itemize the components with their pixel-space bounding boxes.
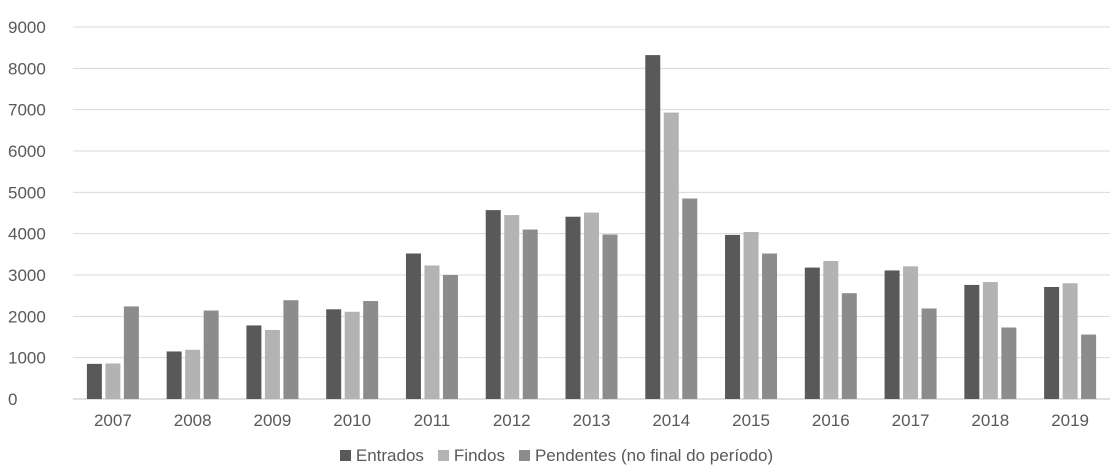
bar-entrados-2015 — [725, 234, 741, 399]
x-tick-label: 2012 — [493, 411, 531, 430]
y-tick-label: 1000 — [8, 349, 46, 368]
bar-findos-2012 — [504, 215, 520, 399]
bar-pendentes-2013 — [602, 234, 618, 399]
bar-findos-2019 — [1062, 283, 1078, 399]
bar-findos-2017 — [903, 266, 919, 399]
bar-entrados-2011 — [405, 253, 421, 399]
bar-findos-2018 — [982, 282, 998, 399]
x-tick-label: 2009 — [254, 411, 292, 430]
bar-pendentes-2011 — [442, 275, 458, 399]
legend-item: Findos — [437, 446, 505, 466]
legend-label: Pendentes (no final do período) — [534, 446, 774, 465]
legend-swatch — [437, 450, 449, 461]
bar-findos-2013 — [584, 212, 599, 399]
bar-pendentes-2017 — [921, 308, 937, 399]
x-tick-label: 2018 — [971, 411, 1009, 430]
y-tick-label: 9000 — [8, 18, 46, 37]
bar-entrados-2007 — [86, 363, 102, 399]
bar-pendentes-2016 — [841, 293, 857, 399]
x-tick-label: 2008 — [174, 411, 212, 430]
y-tick-label: 4000 — [8, 225, 46, 244]
x-tick-label: 2007 — [94, 411, 132, 430]
x-tick-label: 2013 — [573, 411, 611, 430]
legend-label: Entrados — [355, 446, 424, 465]
x-axis: 2007 2008 2009 2010 2011 2012 2013 2014 2015 2016… — [94, 411, 1089, 430]
y-tick-label: 0 — [8, 390, 17, 409]
legend-item: Entrados — [339, 446, 424, 466]
y-tick-label: 8000 — [8, 59, 46, 78]
x-tick-label: 2014 — [652, 411, 690, 430]
bars — [86, 55, 1097, 400]
bar-findos-2011 — [424, 265, 440, 399]
x-tick-label: 2011 — [414, 411, 451, 430]
legend-label: Findos — [453, 446, 505, 465]
bar-entrados-2018 — [964, 284, 980, 399]
bar-findos-2016 — [823, 260, 839, 399]
legend-swatch — [339, 450, 351, 461]
bar-pendentes-2007 — [123, 306, 139, 399]
x-tick-label: 2017 — [892, 411, 930, 430]
bar-pendentes-2018 — [1001, 327, 1017, 399]
bar-findos-2010 — [344, 311, 360, 399]
y-tick-label: 5000 — [8, 183, 46, 202]
y-axis: 0 1000 2000 3000 4000 5000 6000 7000 8000 9000 — [8, 18, 46, 409]
bar-entrados-2017 — [884, 270, 900, 399]
bar-entrados-2009 — [246, 325, 262, 399]
bar-entrados-2014 — [645, 55, 661, 400]
bar-pendentes-2015 — [762, 253, 778, 399]
y-tick-label: 6000 — [8, 142, 46, 161]
bar-pendentes-2010 — [363, 301, 379, 399]
bar-entrados-2008 — [166, 351, 182, 399]
bar-pendentes-2012 — [522, 229, 538, 399]
bar-entrados-2013 — [565, 216, 581, 399]
x-tick-label: 2019 — [1051, 411, 1089, 430]
bar-pendentes-2008 — [203, 310, 219, 399]
bar-entrados-2019 — [1044, 286, 1060, 399]
bar-pendentes-2014 — [682, 198, 698, 399]
bar-entrados-2016 — [804, 267, 820, 399]
x-tick-label: 2010 — [333, 411, 371, 430]
legend-item: Pendentes (no final do período) — [518, 446, 774, 466]
bar-findos-2007 — [105, 363, 121, 399]
y-tick-label: 2000 — [8, 307, 46, 326]
y-tick-label: 7000 — [8, 101, 46, 120]
x-tick-label: 2016 — [812, 411, 850, 430]
bar-findos-2009 — [264, 329, 280, 399]
bar-pendentes-2009 — [283, 300, 299, 399]
bar-pendentes-2019 — [1081, 334, 1097, 399]
bar-findos-2014 — [663, 112, 679, 399]
bar-findos-2015 — [743, 232, 759, 399]
chart-legend: Entrados Findos Pendentes (no final do per… — [0, 446, 1113, 466]
bar-findos-2008 — [185, 349, 201, 399]
legend-swatch — [518, 450, 530, 461]
y-tick-label: 3000 — [8, 266, 46, 285]
bar-entrados-2010 — [326, 309, 342, 399]
x-tick-label: 2015 — [732, 411, 770, 430]
bar-entrados-2012 — [485, 210, 501, 399]
